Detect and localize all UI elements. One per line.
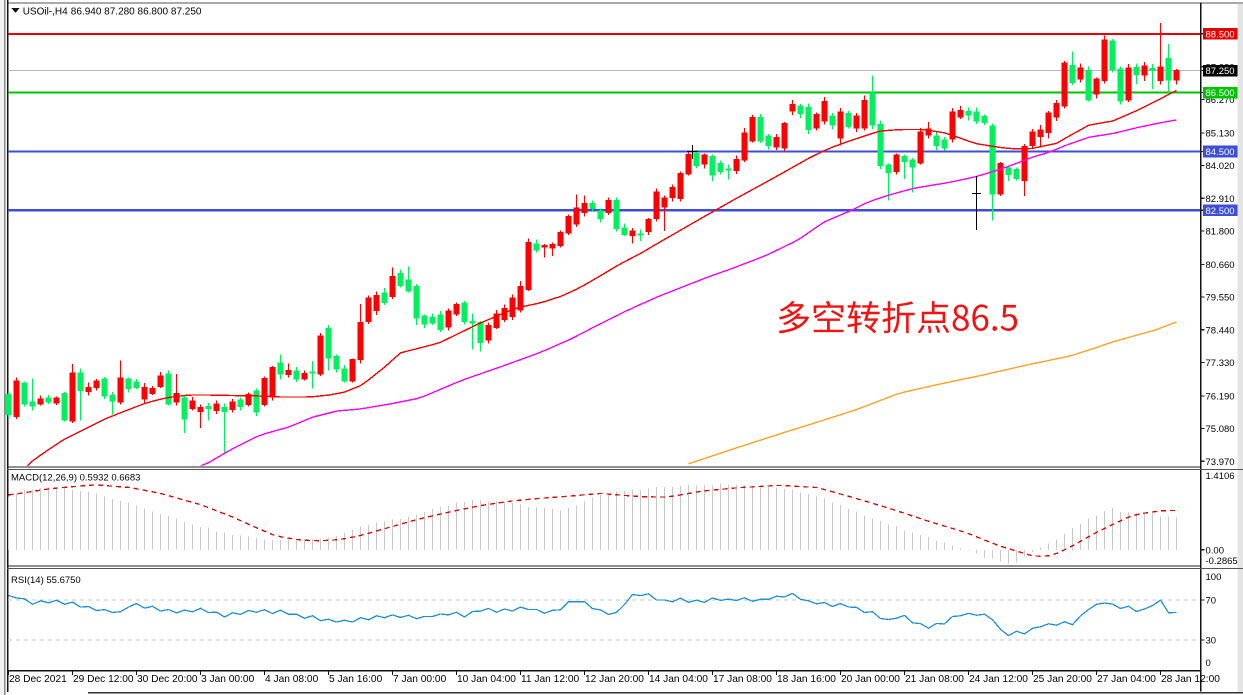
svg-text:0: 0 <box>1206 658 1211 669</box>
svg-text:82.910: 82.910 <box>1206 194 1235 205</box>
svg-text:4 Jan 08:00: 4 Jan 08:00 <box>265 674 319 685</box>
svg-text:28 Jan 12:00: 28 Jan 12:00 <box>1161 674 1220 685</box>
svg-text:MACD(12,26,9) 0.5932 0.6683: MACD(12,26,9) 0.5932 0.6683 <box>11 473 140 484</box>
svg-text:3 Jan 00:00: 3 Jan 00:00 <box>201 674 255 685</box>
svg-text:30: 30 <box>1206 636 1217 647</box>
svg-text:75.080: 75.080 <box>1206 424 1235 435</box>
svg-text:86.500: 86.500 <box>1206 88 1235 99</box>
svg-text:86.940 87.280 86.800 87.250: 86.940 87.280 86.800 87.250 <box>71 7 202 18</box>
svg-text:27 Jan 04:00: 27 Jan 04:00 <box>1097 674 1156 685</box>
svg-text:84.500: 84.500 <box>1206 147 1235 158</box>
svg-text:18 Jan 16:00: 18 Jan 16:00 <box>777 674 836 685</box>
svg-text:77.330: 77.330 <box>1206 358 1235 369</box>
svg-text:30 Dec 20:00: 30 Dec 20:00 <box>137 674 198 685</box>
svg-text:14 Jan 04:00: 14 Jan 04:00 <box>649 674 708 685</box>
svg-text:RSI(14) 55.6750: RSI(14) 55.6750 <box>11 575 81 586</box>
svg-text:85.130: 85.130 <box>1206 129 1235 140</box>
svg-text:100: 100 <box>1206 572 1222 583</box>
svg-text:28 Dec 2021: 28 Dec 2021 <box>9 674 67 685</box>
svg-text:25 Jan 20:00: 25 Jan 20:00 <box>1033 674 1092 685</box>
svg-text:12 Jan 20:00: 12 Jan 20:00 <box>585 674 644 685</box>
svg-text:17 Jan 08:00: 17 Jan 08:00 <box>713 674 772 685</box>
svg-text:73.970: 73.970 <box>1206 457 1235 468</box>
svg-text:USOil-,H4: USOil-,H4 <box>23 7 68 18</box>
svg-text:1.4106: 1.4106 <box>1206 471 1235 482</box>
svg-text:80.660: 80.660 <box>1206 260 1235 271</box>
svg-text:20 Jan 00:00: 20 Jan 00:00 <box>841 674 900 685</box>
svg-text:76.190: 76.190 <box>1206 392 1235 403</box>
svg-text:87.250: 87.250 <box>1206 66 1235 77</box>
svg-text:11 Jan 12:00: 11 Jan 12:00 <box>521 674 579 685</box>
svg-text:78.440: 78.440 <box>1206 325 1235 336</box>
svg-text:0.00: 0.00 <box>1206 545 1225 556</box>
svg-text:-0.2865: -0.2865 <box>1206 556 1238 567</box>
svg-text:24 Jan 12:00: 24 Jan 12:00 <box>969 674 1028 685</box>
svg-text:81.800: 81.800 <box>1206 227 1235 238</box>
svg-text:86.270: 86.270 <box>1206 95 1235 106</box>
svg-text:7 Jan 00:00: 7 Jan 00:00 <box>393 674 447 685</box>
svg-text:10 Jan 04:00: 10 Jan 04:00 <box>457 674 516 685</box>
svg-text:5 Jan 16:00: 5 Jan 16:00 <box>329 674 383 685</box>
svg-text:21 Jan 08:00: 21 Jan 08:00 <box>905 674 964 685</box>
svg-text:82.500: 82.500 <box>1206 206 1235 217</box>
svg-text:84.020: 84.020 <box>1206 161 1235 172</box>
svg-text:29 Dec 12:00: 29 Dec 12:00 <box>73 674 134 685</box>
svg-text:70: 70 <box>1206 596 1217 607</box>
svg-text:88.500: 88.500 <box>1206 29 1235 40</box>
svg-text:79.550: 79.550 <box>1206 293 1235 304</box>
